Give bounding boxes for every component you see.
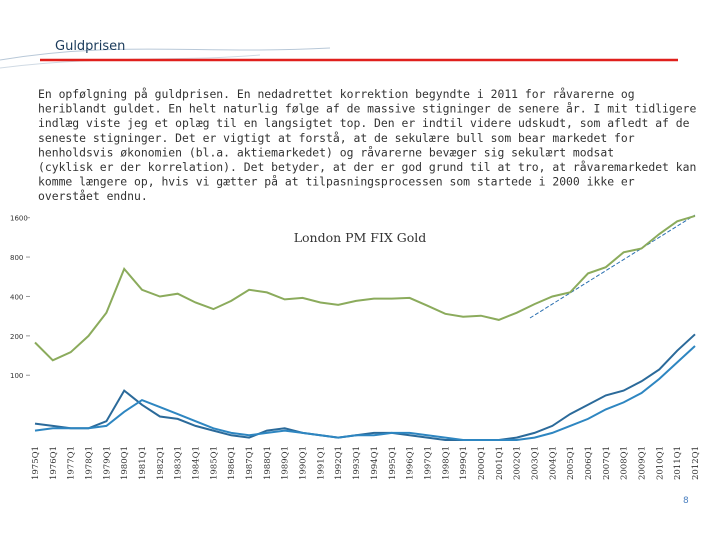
x-tick-label: 2010Q1 [655,446,665,480]
x-tick-label: 1985Q1 [209,446,219,480]
text-line: overstået endnu. [38,189,148,203]
text-line: En opfølgning på guldprisen. En nedadret… [38,87,635,101]
y-tick-label: 1600 [10,215,28,223]
x-tick-label: 1981Q1 [138,446,148,480]
text-line: (cyklisk er der korrelation). Det betyde… [38,160,696,174]
trend-line [529,214,696,319]
x-tick-label: 2003Q1 [530,446,540,480]
x-tick-label: 1998Q1 [441,446,451,480]
x-tick-label: 1997Q1 [423,446,433,480]
x-tick-label: 2011Q1 [673,446,683,480]
x-tick-label: 1999Q1 [459,446,469,480]
x-tick-label: 1991Q1 [316,446,326,480]
x-tick-label: 1976Q1 [49,446,59,480]
x-tick-label: 2007Q1 [602,446,612,480]
y-tick-label: 400 [10,293,23,301]
slide-title: Guldprisen [55,39,125,54]
x-tick-label: 2012Q1 [691,446,701,480]
x-tick-label: 1992Q1 [334,446,344,480]
x-tick-label: 1990Q1 [299,446,309,480]
x-tick-label: 2000Q1 [477,446,487,480]
x-tick-label: 2009Q1 [637,446,647,480]
x-tick-label: 2005Q1 [566,446,576,480]
text-line: komme længere op, hvis vi gætter på at t… [38,175,635,189]
x-tick-label: 1983Q1 [174,446,184,480]
x-tick-label: 1975Q1 [31,446,41,480]
text-line: seneste stigninger. Det er vigtigt at fo… [38,131,635,145]
x-tick-label: 1986Q1 [227,446,237,480]
x-tick-label: 1987Q1 [245,446,255,480]
y-tick-label: 800 [10,254,23,262]
x-tick-label: 1989Q1 [281,446,291,480]
x-tick-label: 2004Q1 [548,446,558,480]
y-tick-label: 200 [10,333,23,341]
x-tick-label: 1994Q1 [370,446,380,480]
x-tick-label: 1993Q1 [352,446,362,480]
y-tick-label: 100 [10,372,23,380]
plot: 100 200 400 800 1600 1975Q1 1976Q1 1977Q1 1978Q1… [10,215,701,480]
x-tick-label: 1984Q1 [192,446,202,480]
series-line [34,214,696,362]
x-tick-label: 1996Q1 [406,446,416,480]
x-tick-label: 1980Q1 [120,446,130,480]
paragraph: En opfølgning på guldprisen. En nedadret… [38,87,696,203]
series-line [34,333,696,441]
chart-title: London PM FIX Gold [294,230,427,245]
x-tick-label: 1982Q1 [156,446,166,480]
series-line [34,345,696,441]
x-tick-label: 1977Q1 [67,446,77,480]
text-line: indlæg viste jeg et oplæg til en langsig… [38,116,690,130]
text-line: heriblandt guldet. En helt naturlig følg… [38,102,696,116]
decoration [0,54,261,69]
x-tick-label: 1979Q1 [102,446,112,480]
x-tick-label: 2001Q1 [495,446,505,480]
x-tick-label: 1978Q1 [85,446,95,480]
x-tick-label: 1988Q1 [263,446,273,480]
x-tick-label: 2006Q1 [584,446,594,480]
x-tick-label: 2002Q1 [513,446,523,480]
decoration [0,47,331,61]
text-line: henholdsvis økonomien (bl.a. aktiemarked… [38,145,614,159]
page-number: 8 [683,496,689,506]
x-tick-label: 1995Q1 [388,446,398,480]
x-tick-label: 2008Q1 [620,446,630,480]
